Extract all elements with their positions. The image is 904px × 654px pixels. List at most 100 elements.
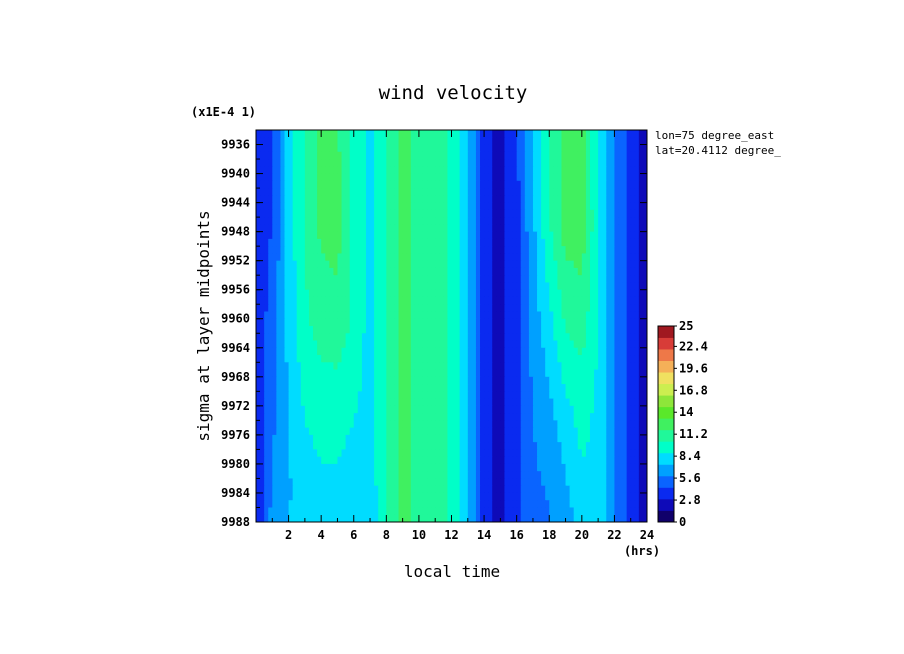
heatmap-cell [569, 384, 575, 392]
heatmap-cell [475, 405, 481, 414]
heatmap-cell [341, 500, 347, 509]
heatmap-cell [353, 296, 359, 305]
heatmap-cell [638, 137, 644, 146]
heatmap-cell [439, 166, 444, 175]
heatmap-cell [402, 304, 408, 313]
heatmap-cell [549, 151, 554, 160]
heatmap-cell [455, 434, 461, 443]
heatmap-cell [422, 485, 428, 494]
heatmap-cell [374, 326, 379, 334]
heatmap-cell [406, 347, 412, 356]
heatmap-cell [488, 195, 493, 204]
heatmap-cell [475, 130, 481, 138]
heatmap-cell [516, 202, 522, 211]
heatmap-cell [638, 449, 644, 458]
heatmap-cell [365, 224, 371, 233]
heatmap-cell [333, 405, 339, 414]
heatmap-cell [455, 362, 461, 371]
heatmap-cell [630, 289, 636, 298]
heatmap-cell [598, 471, 603, 480]
heatmap-cell [256, 478, 261, 487]
heatmap-cell [427, 311, 432, 320]
heatmap-cell [357, 202, 363, 211]
heatmap-cell [378, 478, 383, 487]
heatmap-cell [606, 376, 611, 385]
heatmap-cell [260, 391, 265, 400]
heatmap-cell [394, 413, 400, 421]
heatmap-cell [581, 369, 587, 378]
heatmap-cell [325, 180, 330, 189]
heatmap-cell [370, 405, 375, 414]
heatmap-cell [614, 282, 620, 291]
heatmap-cell [353, 427, 359, 436]
heatmap-cell [589, 289, 595, 298]
heatmap-cell [325, 289, 330, 298]
heatmap-cell [390, 137, 396, 146]
heatmap-cell [594, 326, 599, 334]
heatmap-cell [606, 463, 611, 472]
heatmap-cell [573, 296, 579, 305]
heatmap-cell [431, 130, 436, 138]
heatmap-cell [418, 449, 424, 458]
heatmap-cell [537, 246, 542, 255]
heatmap-cell [443, 188, 449, 196]
heatmap-cell [512, 413, 518, 421]
heatmap-cell [467, 151, 473, 160]
heatmap-cell [561, 369, 567, 378]
heatmap-cell [394, 391, 400, 400]
heatmap-cell [634, 296, 640, 305]
heatmap-cell [443, 471, 449, 480]
heatmap-cell [447, 311, 453, 320]
heatmap-cell [598, 326, 603, 334]
heatmap-cell [492, 144, 497, 153]
heatmap-cell [573, 391, 579, 400]
heatmap-cell [414, 347, 420, 356]
heatmap-cell [308, 159, 314, 167]
heatmap-cell [516, 413, 522, 421]
heatmap-cell [545, 362, 550, 371]
heatmap-cell [492, 442, 497, 451]
heatmap-cell [402, 267, 408, 276]
heatmap-cell [321, 471, 326, 480]
heatmap-cell [598, 180, 603, 189]
heatmap-cell [431, 296, 436, 305]
heatmap-cell [589, 166, 595, 175]
heatmap-cell [427, 405, 432, 414]
heatmap-cell [402, 217, 408, 225]
heatmap-cell [520, 180, 526, 189]
heatmap-cell [317, 427, 322, 436]
heatmap-cell [361, 151, 367, 160]
heatmap-cell [622, 376, 628, 385]
heatmap-cell [545, 282, 550, 291]
heatmap-cell [589, 253, 595, 262]
heatmap-cell [581, 376, 587, 385]
heatmap-cell [512, 173, 518, 182]
heatmap-cell [361, 326, 367, 334]
heatmap-cell [284, 311, 290, 320]
heatmap-cell [622, 173, 628, 182]
heatmap-cell [422, 224, 428, 233]
heatmap-cell [577, 376, 583, 385]
heatmap-cell [382, 173, 387, 182]
heatmap-cell [256, 311, 261, 320]
heatmap-cell [386, 471, 391, 480]
heatmap-cell [532, 275, 538, 284]
heatmap-cell [304, 500, 310, 509]
heatmap-cell [504, 492, 510, 501]
heatmap-cell [272, 318, 277, 327]
heatmap-cell [642, 442, 647, 451]
heatmap-cell [577, 369, 583, 378]
heatmap-cell [634, 144, 640, 153]
heatmap-cell [602, 376, 607, 385]
heatmap-cell [268, 463, 273, 472]
heatmap-cell [427, 296, 432, 305]
heatmap-cell [317, 188, 322, 196]
heatmap-cell [325, 151, 330, 160]
heatmap-cell [260, 238, 265, 247]
heatmap-cell [304, 246, 310, 255]
heatmap-cell [394, 289, 400, 298]
heatmap-cell [435, 202, 440, 211]
heatmap-cell [516, 209, 522, 218]
heatmap-cell [345, 224, 351, 233]
heatmap-cell [598, 449, 603, 458]
